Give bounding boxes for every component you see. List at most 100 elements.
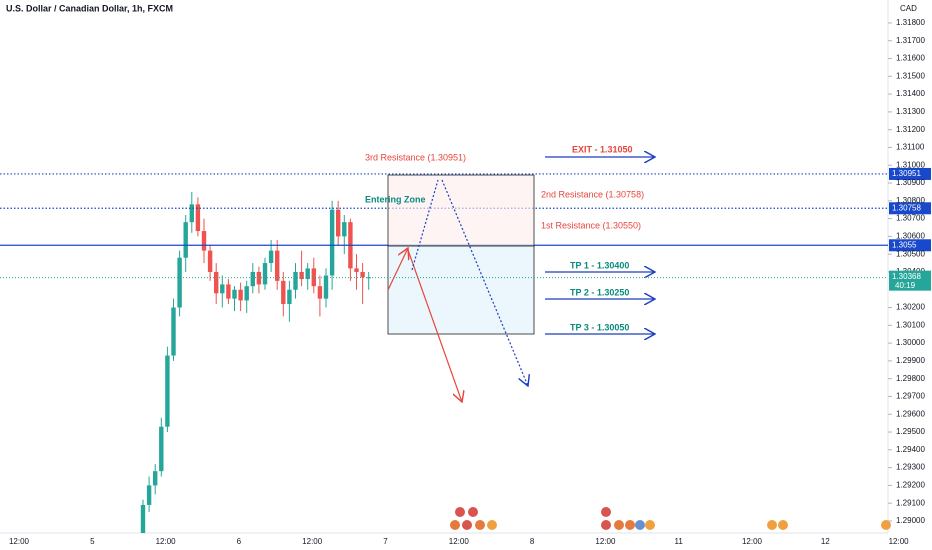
candle-body: [153, 471, 158, 486]
candle-body: [299, 271, 304, 280]
y-tick-label: 1.29000: [896, 516, 925, 525]
candle-body: [244, 286, 249, 301]
level-tag: [889, 239, 931, 252]
x-tick-label: 12:00: [889, 537, 910, 546]
level-tag-label: 1.3055: [892, 240, 917, 249]
y-tick-label: 1.31100: [896, 143, 925, 152]
x-tick-label: 8: [530, 537, 535, 546]
candle-body: [281, 280, 286, 304]
y-tick-label: 1.31800: [896, 18, 925, 27]
candle-body: [183, 222, 188, 258]
x-tick-label: 12: [821, 537, 830, 546]
candle-body: [201, 231, 207, 251]
y-tick-label: 1.30800: [896, 196, 925, 205]
annotation: 3rd Resistance (1.30951): [365, 152, 466, 162]
y-tick-label: 1.29500: [896, 427, 925, 436]
event-icons: [450, 507, 891, 530]
y-tick-label: 1.31500: [896, 71, 925, 80]
annotation: 1st Resistance (1.30550): [541, 220, 641, 230]
countdown-label: 40:19: [895, 281, 916, 290]
candle-body: [305, 268, 310, 280]
x-tick-label: 12:00: [9, 537, 30, 546]
x-tick-label: 5: [90, 537, 95, 546]
x-tick-label: 6: [237, 537, 242, 546]
candle-body: [159, 426, 164, 472]
entry-arrow: [387, 248, 408, 291]
x-tick-label: 12:00: [742, 537, 763, 546]
candle-body: [336, 209, 341, 237]
annotation: 2nd Resistance (1.30758): [541, 189, 644, 199]
x-tick-label: 12:00: [449, 537, 470, 546]
y-tick-label: 1.29800: [896, 374, 925, 383]
y-tick-label: 1.29300: [896, 463, 925, 472]
annotation: TP 1 - 1.30400: [570, 260, 629, 270]
candle-body: [360, 271, 365, 278]
y-tick-label: 1.29700: [896, 392, 925, 401]
x-tick-label: 12:00: [156, 537, 177, 546]
candle-body: [207, 250, 213, 272]
y-tick-label: 1.30900: [896, 178, 925, 187]
candle-body: [293, 271, 298, 290]
candle-body: [275, 250, 280, 281]
annotation: EXIT - 1.31050: [572, 144, 633, 154]
candle-body: [317, 286, 323, 299]
y-tick-label: 1.30000: [896, 338, 925, 347]
candle-body: [256, 271, 262, 285]
candle-body: [226, 284, 231, 299]
candle-body: [214, 271, 219, 294]
current-price-tag: [889, 270, 931, 291]
candle-body: [268, 250, 274, 264]
path-arrow-down: [441, 179, 528, 386]
x-tick-label: 7: [383, 537, 388, 546]
resistance-zone: [387, 174, 535, 247]
y-tick-label: 1.31300: [896, 107, 925, 116]
candle-body: [366, 277, 371, 279]
y-tick-label: 1.30200: [896, 303, 925, 312]
target-zone: [387, 245, 535, 335]
y-tick-label: 1.30700: [896, 214, 925, 223]
candle-body: [262, 263, 268, 285]
x-tick-label: 12:00: [302, 537, 323, 546]
candle-body: [232, 289, 237, 299]
current-price-label: 1.30368: [892, 272, 921, 281]
candle-body: [329, 209, 335, 276]
candle-body: [287, 289, 292, 304]
candle-body: [250, 271, 255, 287]
annotation: TP 3 - 1.30050: [570, 322, 629, 332]
candle-body: [140, 504, 146, 533]
y-tick-label: 1.31700: [896, 36, 925, 45]
y-tick-label: 1.29100: [896, 498, 925, 507]
y-tick-label: 1.29200: [896, 481, 925, 490]
y-tick-label: 1.30500: [896, 249, 925, 258]
x-tick-label: 12:00: [595, 537, 616, 546]
drop-arrow: [407, 249, 462, 402]
y-tick-label: 1.31000: [896, 160, 925, 169]
candles: [140, 191, 371, 533]
x-tick-label: 11: [675, 537, 684, 546]
candle-body: [165, 355, 170, 427]
chart-title: U.S. Dollar / Canadian Dollar, 1h, FXCM: [6, 3, 173, 13]
level-tag: [889, 167, 931, 180]
y-tick-label: 1.29400: [896, 445, 925, 454]
candle-body: [146, 485, 152, 505]
level-tag-label: 1.30951: [892, 169, 921, 178]
currency-label: CAD: [900, 4, 917, 13]
y-tick-label: 1.31600: [896, 54, 925, 63]
candle-body: [171, 307, 176, 356]
candle-body: [177, 257, 182, 308]
level-tag-label: 1.30758: [892, 203, 921, 212]
candle-body: [189, 204, 194, 223]
y-tick-label: 1.30600: [896, 231, 925, 240]
y-tick-label: 1.29900: [896, 356, 925, 365]
candle-body: [323, 275, 329, 299]
candle-body: [311, 268, 316, 287]
candle-body: [342, 222, 347, 237]
annotation: TP 2 - 1.30250: [570, 287, 629, 297]
level-tag: [889, 202, 931, 215]
y-tick-label: 1.31200: [896, 125, 925, 134]
candle-body: [238, 289, 243, 301]
candle-body: [354, 268, 359, 272]
y-tick-label: 1.31400: [896, 89, 925, 98]
y-tick-label: 1.29600: [896, 409, 925, 418]
